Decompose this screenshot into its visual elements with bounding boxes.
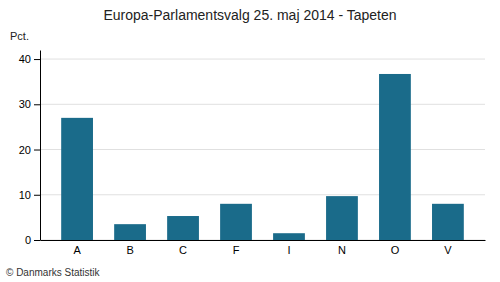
tick-label: 20 — [19, 144, 31, 156]
tick-label: B — [126, 244, 133, 256]
grid — [40, 59, 485, 240]
tick-label: F — [233, 244, 240, 256]
tick: 40 — [19, 53, 40, 65]
grid-line — [40, 149, 485, 150]
tick: N — [338, 244, 346, 256]
tick-mark — [34, 59, 40, 60]
tick: A — [73, 244, 81, 256]
tick-label: 30 — [19, 98, 31, 110]
bar — [326, 196, 358, 240]
tick: 20 — [19, 144, 40, 156]
tick: V — [444, 244, 452, 256]
grid-line — [40, 240, 485, 241]
grid-line — [40, 194, 485, 195]
bar — [432, 204, 464, 240]
y-label: Pct. — [10, 30, 29, 42]
tick: F — [233, 244, 240, 256]
tick-label: O — [391, 244, 400, 256]
tick: 10 — [19, 189, 40, 201]
tick-label: A — [73, 244, 81, 256]
chart: Europa-Parlamentsvalg 25. maj 2014 - Tap… — [0, 0, 500, 282]
tick: 30 — [19, 98, 40, 110]
tick-label: 10 — [19, 189, 31, 201]
x-axis: ABCFINOV — [41, 241, 486, 256]
tick-label: I — [287, 244, 290, 256]
tick-label: 0 — [25, 234, 31, 246]
tick-label: C — [179, 244, 187, 256]
axis-domain — [41, 240, 486, 241]
tick-mark — [34, 195, 40, 196]
tick: O — [391, 244, 400, 256]
bar — [114, 224, 146, 240]
tick-mark — [34, 104, 40, 105]
bar — [220, 204, 252, 240]
grid-line — [40, 104, 485, 105]
plot: A B C F I N O V 0 10 20 30 40 — [19, 51, 486, 256]
tick-label: 40 — [19, 53, 31, 65]
tick-label: N — [338, 244, 346, 256]
tick-label: V — [444, 244, 452, 256]
bar — [61, 118, 93, 240]
bar — [273, 233, 305, 240]
axis-domain — [40, 51, 41, 241]
bar — [379, 74, 411, 240]
tick-mark — [34, 150, 40, 151]
tick: C — [179, 244, 187, 256]
grid-line — [40, 59, 485, 60]
bar — [167, 216, 199, 240]
title: Europa-Parlamentsvalg 25. maj 2014 - Tap… — [103, 7, 396, 23]
tick: I — [287, 244, 290, 256]
tick: B — [126, 244, 133, 256]
tick: 0 — [25, 234, 40, 246]
tick-mark — [34, 240, 40, 241]
y-axis: 0 10 20 30 40 — [19, 51, 41, 247]
bars — [61, 74, 464, 240]
footer: © Danmarks Statistik — [6, 267, 101, 278]
